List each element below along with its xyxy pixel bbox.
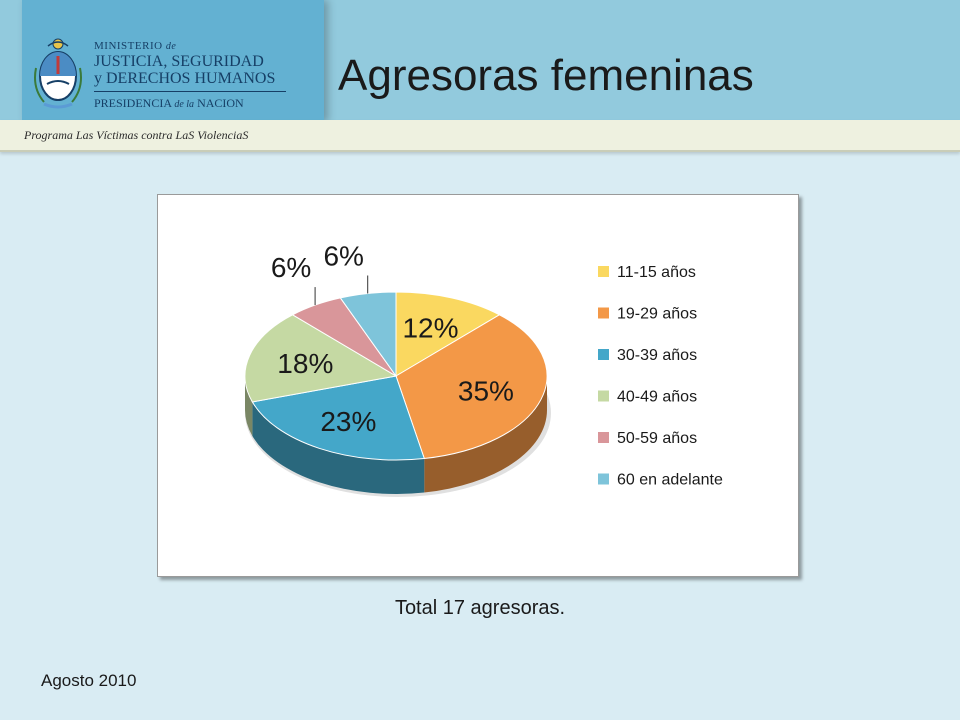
legend-swatch-3: [598, 349, 609, 360]
legend-swatch-5: [598, 432, 609, 443]
data-label-5: 6%: [271, 252, 311, 283]
data-label-1: 12%: [402, 313, 458, 344]
ministry-name: MINISTERIO de JUSTICIA, SEGURIDAD y DERE…: [94, 40, 320, 112]
pie-slice-40-49-a-os: [244, 314, 398, 403]
legend-label-2: 19-29 años: [617, 306, 697, 323]
legend: 11-15 años 19-29 años 30-39 años 40-49 años…: [598, 264, 723, 489]
pie-side-3: [252, 401, 425, 494]
pie-slice-30-39-a-os: [251, 375, 425, 461]
pie-labels: 12% 35% 23% 18% 6% 6%: [271, 240, 514, 436]
date-note: Agosto 2010: [41, 671, 137, 690]
program-bar: Programa Las Víctimas contra LaS Violenc…: [0, 120, 960, 152]
data-label-6: 6%: [323, 240, 363, 271]
legend-swatch-4: [598, 390, 609, 402]
legend-swatch-2: [598, 307, 609, 319]
pie-slice-19-29-a-os: [395, 314, 548, 460]
legend-label-6: 60 en adelante: [617, 472, 723, 489]
legend-label-1: 11-15 años: [617, 264, 696, 281]
pie-chart: 12% 35% 23% 18% 6% 6% 11-15 años 19-29 años 30-3…: [244, 240, 723, 497]
chart-container: 12% 35% 23% 18% 6% 6% 11-15 años 19-29 años 30-3…: [157, 194, 799, 577]
legend-label-3: 30-39 años: [617, 347, 697, 364]
ministry-divider: [94, 91, 286, 92]
total-note: Total 17 agresoras.: [394, 597, 566, 619]
data-label-2: 35%: [458, 376, 514, 407]
presidency-de: de la: [174, 99, 195, 110]
legend-label-4: 40-49 años: [617, 389, 697, 406]
legend-swatch-6: [598, 473, 609, 485]
data-label-4: 18%: [277, 348, 333, 379]
presidency-b: NACION: [197, 96, 244, 110]
slide-title: Agresoras femeninas: [338, 51, 754, 100]
ministry-de: de: [165, 41, 177, 52]
pie-slice-11-15-a-os: [395, 291, 501, 377]
legend-label-5: 50-59 años: [617, 430, 697, 447]
ministry-line1: MINISTERIO: [94, 40, 163, 52]
pie-side-2: [424, 376, 547, 493]
pie-slice-60-en-adelante: [339, 291, 397, 378]
legend-swatch-1: [598, 266, 609, 277]
program-name: Programa Las Víctimas contra LaS Violenc…: [24, 128, 249, 142]
data-label-3: 23%: [320, 406, 376, 437]
ministry-line3: y DERECHOS HUMANOS: [94, 70, 276, 87]
pie-top: [244, 291, 548, 461]
presidency-a: PRESIDENCIA: [94, 96, 172, 110]
ministry-logo-block: MINISTERIO de JUSTICIA, SEGURIDAD y DERE…: [22, 0, 324, 122]
national-coat-of-arms-icon: [34, 38, 82, 109]
ministry-line2: JUSTICIA, SEGURIDAD: [94, 53, 264, 70]
